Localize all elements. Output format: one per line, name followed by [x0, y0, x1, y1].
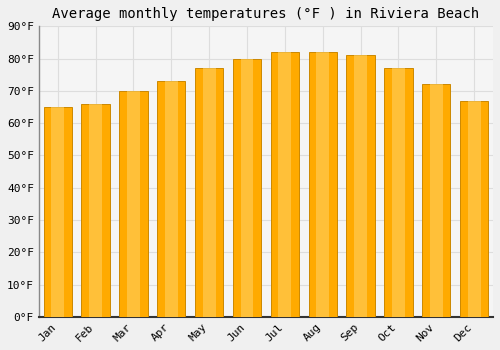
Bar: [44, 107, 72, 317]
Bar: [468, 100, 480, 317]
Bar: [278, 52, 291, 317]
Bar: [430, 84, 442, 317]
Bar: [119, 91, 148, 317]
Bar: [460, 100, 488, 317]
Bar: [195, 68, 224, 317]
Bar: [240, 58, 254, 317]
Bar: [157, 81, 186, 317]
Bar: [354, 55, 367, 317]
Bar: [233, 58, 261, 317]
Bar: [316, 52, 329, 317]
Bar: [89, 104, 102, 317]
Bar: [52, 107, 64, 317]
Bar: [422, 84, 450, 317]
Bar: [165, 81, 177, 317]
Bar: [392, 68, 405, 317]
Bar: [270, 52, 299, 317]
Bar: [203, 68, 215, 317]
Bar: [346, 55, 375, 317]
Bar: [384, 68, 412, 317]
Bar: [308, 52, 337, 317]
Bar: [127, 91, 140, 317]
Bar: [82, 104, 110, 317]
Title: Average monthly temperatures (°F ) in Riviera Beach: Average monthly temperatures (°F ) in Ri…: [52, 7, 480, 21]
